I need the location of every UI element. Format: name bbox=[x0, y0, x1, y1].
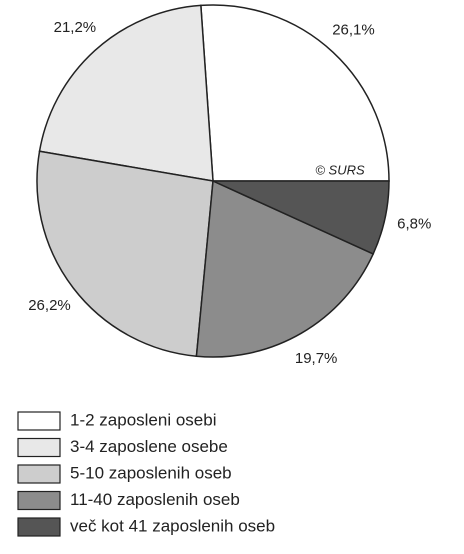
slice-label: 21,2% bbox=[54, 19, 97, 36]
legend-label: 11-40 zaposlenih oseb bbox=[70, 490, 240, 509]
legend-swatch bbox=[17, 437, 61, 458]
legend-label: 1-2 zaposleni osebi bbox=[70, 410, 216, 429]
legend-label: 3-4 zaposlene osebe bbox=[70, 437, 228, 456]
pie-slice bbox=[212, 180, 390, 255]
pie-slice bbox=[200, 4, 390, 182]
legend-swatch bbox=[17, 464, 61, 484]
annotation: © SURS bbox=[315, 162, 365, 177]
slice-label: 6,8% bbox=[397, 216, 431, 233]
pie-slice bbox=[195, 179, 375, 358]
pie-slice bbox=[36, 150, 214, 358]
pie-slice bbox=[38, 4, 214, 182]
slice-label: 19,7% bbox=[295, 350, 338, 367]
slice-label: 26,2% bbox=[28, 297, 71, 314]
legend-label: 5-10 zaposlenih oseb bbox=[70, 463, 232, 482]
legend-label: več kot 41 zaposlenih oseb bbox=[70, 516, 275, 535]
legend-swatch bbox=[17, 517, 61, 537]
legend-swatch bbox=[17, 490, 61, 511]
slice-label: 26,1% bbox=[332, 21, 375, 38]
legend-swatch bbox=[17, 411, 61, 431]
pie: 26,1% 21,2% 26,2% 19,7% 6,8% 1-2 zaposleni os… bbox=[17, 4, 431, 537]
